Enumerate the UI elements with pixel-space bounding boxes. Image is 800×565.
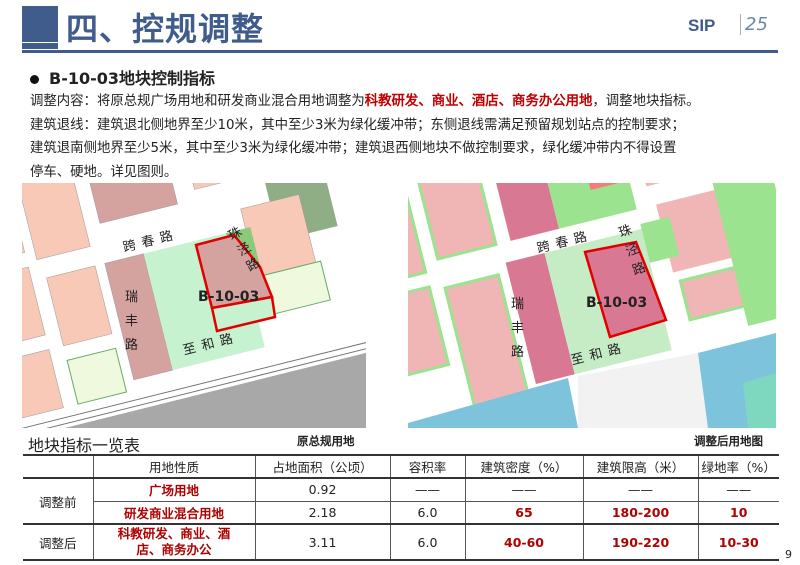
cell: 10 — [697, 500, 779, 525]
section-subtitle: B-10-03地块控制指标 — [30, 65, 215, 89]
sip-logo: SIP — [688, 16, 716, 35]
header-cell: 建筑限高（米） — [582, 454, 699, 479]
header-accent-bar — [22, 43, 58, 49]
cell: 180-200 — [582, 500, 699, 525]
plot-label: B-10-03 — [586, 295, 648, 311]
cell: 研发商业混合用地 — [93, 500, 256, 525]
right-map-caption: 调整后用地图 — [694, 434, 763, 448]
table-header-row: 用地性质 占地面积（公顷） 容积率 建筑密度（%） 建筑限高（米） 绿地率（%） — [23, 454, 779, 479]
text: 停车、硬地。详见图则。 — [30, 164, 178, 180]
group-label: 调整前 — [23, 477, 94, 525]
header-cell: 用地性质 — [92, 454, 256, 479]
original-plan-map: B-10-03 跨春路 珠泾路 瑞丰路 至和路 — [22, 183, 366, 428]
cell: 0.92 — [254, 477, 391, 502]
text: 建筑退线：建筑退北侧地界至少10米，其中至少3米为绿化缓冲带；东侧退线需满足预留… — [30, 117, 685, 133]
cell: 3.11 — [254, 523, 391, 561]
cell: 2.18 — [254, 500, 391, 525]
cell: 6.0 — [389, 500, 466, 525]
cell: 65 — [464, 500, 584, 525]
header-cell — [23, 454, 94, 479]
cell: —— — [389, 477, 466, 502]
table-title: 地块指标一览表 — [28, 436, 141, 455]
cell: 广场用地 — [92, 477, 256, 502]
indicator-table: 用地性质 占地面积（公顷） 容积率 建筑密度（%） 建筑限高（米） 绿地率（%）… — [23, 454, 779, 561]
highlight-text: 科教研发、商业、酒店、商务办公用地 — [364, 94, 593, 109]
table-row: 研发商业混合用地 2.18 6.0 65 180-200 10 — [23, 500, 779, 525]
text: 调整内容：将原总规广场用地和研发商业混合用地调整为 — [30, 94, 365, 109]
text: 建筑退南侧地界至少5米，其中至少3米为绿化缓冲带；建筑退西侧地块不做控制要求，绿… — [30, 141, 677, 156]
subtitle-text: B-10-03地块控制指标 — [49, 69, 216, 88]
plot-boundary-upper — [194, 233, 274, 310]
page-number: 9 — [785, 548, 792, 561]
anniversary-logo: 25 — [740, 14, 768, 35]
cell: 40-60 — [464, 523, 584, 561]
cell: 190-220 — [582, 523, 699, 561]
plot-label: B-10-03 — [198, 289, 260, 305]
text: ，调整地块指标。 — [592, 94, 700, 109]
cell: —— — [697, 477, 779, 502]
table-row: 调整前 广场用地 0.92 —— —— —— —— — [23, 477, 779, 525]
cell: —— — [464, 477, 584, 502]
bullet-icon — [30, 75, 39, 84]
road-label-west: 瑞丰路 — [125, 290, 139, 353]
cell: 科教研发、商业、酒店、商务办公 — [92, 523, 256, 561]
plot-boundary — [583, 240, 668, 339]
road-label-west: 瑞丰路 — [511, 297, 525, 360]
header-accent-bar — [22, 6, 58, 42]
plot-boundary-lower — [210, 295, 277, 333]
adjustment-description: 调整内容：将原总规广场用地和研发商业混合用地调整为科教研发、商业、酒店、商务办公… — [30, 90, 800, 184]
adjusted-plan-map: B-10-03 跨春路 珠泾路 瑞丰路 至和路 — [408, 183, 776, 428]
page-title: 四、控规调整 — [66, 10, 265, 48]
table-row: 调整后 科教研发、商业、酒店、商务办公 3.11 6.0 40-60 190-2… — [23, 523, 779, 561]
header-cell: 绿地率（%） — [697, 454, 779, 479]
left-map-caption: 原总规用地 — [297, 434, 355, 448]
header-divider — [22, 50, 778, 53]
cell: 6.0 — [389, 523, 466, 561]
cell: 10-30 — [697, 523, 779, 561]
header-cell: 建筑密度（%） — [464, 454, 584, 479]
group-label: 调整后 — [23, 523, 94, 561]
header-cell: 容积率 — [389, 454, 466, 479]
cell: —— — [582, 477, 699, 502]
header-cell: 占地面积（公顷） — [254, 454, 391, 479]
